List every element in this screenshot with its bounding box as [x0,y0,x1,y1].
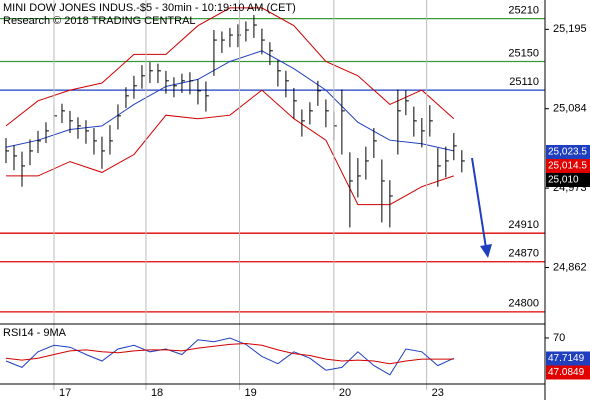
price-tag-label: 25,014.5 [548,161,587,172]
level-label: 24800 [508,298,539,310]
y-tick-label: 70 [553,332,565,344]
x-tick-label: 18 [151,387,163,399]
price-tag-label: 25,023.5 [548,147,587,158]
rsi-line [5,337,455,376]
band-upper [5,7,455,127]
forecast-arrow [471,157,487,249]
chart-title: MINI DOW JONES INDUS.-$5 - 30min - 10:19… [3,2,296,14]
price-tag [546,351,590,366]
level-label: 24910 [508,219,539,231]
rsi-line [5,342,454,365]
x-tick-label: 17 [59,387,71,399]
x-tick-label: 20 [339,387,351,399]
price-tag [546,365,590,380]
level-label: 25110 [509,76,539,88]
level-label: 25150 [508,47,539,59]
band-lower [6,89,454,206]
y-tick-label: 24,862 [553,261,587,273]
price-tag [546,144,590,159]
x-tick-label: 19 [245,387,257,399]
arrow-head [480,244,492,258]
y-tick-label: 25,195 [553,23,587,35]
band-middle [5,50,454,152]
chart-subtitle: Research © 2018 TRADING CENTRAL [3,15,196,27]
level-label: 25210 [508,5,539,17]
price-tag-label: 47.0849 [548,367,585,378]
price-tag [546,158,590,173]
x-tick-label: 23 [432,387,444,399]
price-tag [546,172,590,187]
level-label: 24870 [508,248,539,260]
price-tag-label: 25,010 [548,175,579,186]
rsi-title: RSI14 - 9MA [3,327,67,339]
y-tick-label: 25,084 [553,103,587,115]
price-tag-label: 47.7149 [548,353,585,364]
